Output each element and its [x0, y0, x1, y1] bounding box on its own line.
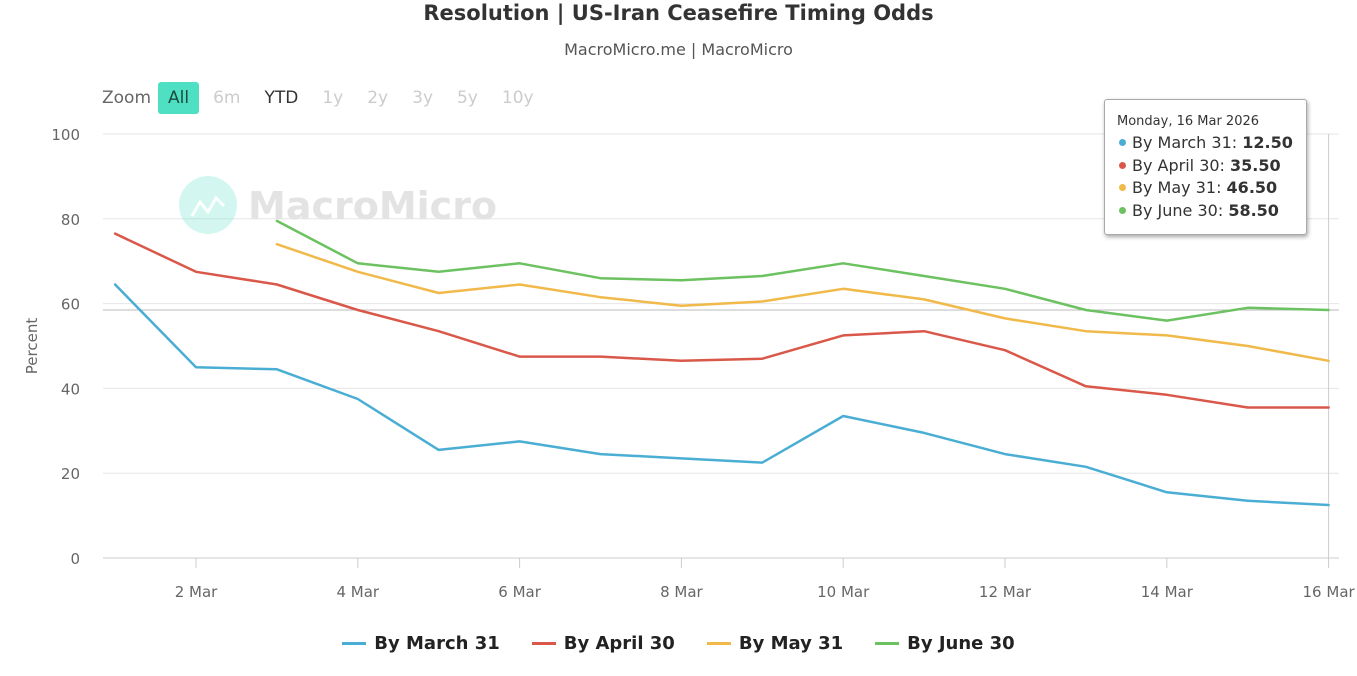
x-tick-label: 6 Mar	[498, 583, 541, 601]
y-tick-label: 60	[61, 296, 80, 314]
series-dot-icon	[1119, 161, 1126, 169]
y-axis-title: Percent	[23, 318, 41, 375]
tooltip-series-value: 58.50	[1228, 200, 1279, 220]
tooltip-row: By March 31: 12.50	[1117, 132, 1306, 155]
watermark: MacroMicro	[179, 176, 497, 234]
legend-label: By June 30	[907, 633, 1015, 654]
legend-line-icon	[875, 642, 900, 645]
x-tick-label: 10 Mar	[817, 583, 870, 601]
series-dot-icon	[1119, 184, 1126, 191]
tooltip-series-label: By May 31	[1132, 178, 1217, 197]
x-tick-label: 8 Mar	[660, 583, 703, 601]
zoom-2y-button[interactable]: 2y	[367, 88, 389, 108]
x-tick-label: 14 Mar	[1141, 583, 1194, 601]
axes: 0 20 40 60 80 100 2 Mar 4 Mar 6 Mar 8 Mar 10 Mar 12…	[51, 126, 1355, 601]
legend-item-by-april-30[interactable]: By April 30	[531, 633, 675, 654]
legend-label: By March 31	[374, 633, 500, 654]
x-tick-label: 2 Mar	[175, 583, 218, 601]
chart-title: Resolution | US-Iran Ceasefire Timing Od…	[423, 1, 934, 25]
data-tooltip: Monday, 16 Mar 2026 By March 31: 12.50 B…	[1104, 99, 1307, 235]
tooltip-series-label: By April 30	[1132, 155, 1220, 175]
chart-subtitle: MacroMicro.me | MacroMicro	[564, 40, 793, 59]
legend-line-icon	[342, 642, 367, 645]
y-tick-label: 40	[61, 380, 80, 398]
tooltip-row: By April 30: 35.50	[1117, 155, 1306, 178]
y-tick-label: 100	[51, 126, 80, 144]
zoom-all-button[interactable]: All	[158, 82, 200, 114]
tooltip-series-value: 35.50	[1230, 155, 1281, 175]
x-tick-label: 4 Mar	[336, 583, 379, 601]
y-tick-label: 0	[70, 550, 80, 568]
y-tick-label: 80	[61, 211, 80, 229]
x-tick-label: 16 Mar	[1303, 583, 1356, 601]
tooltip-series-value: 12.50	[1242, 133, 1293, 152]
zoom-selector: Zoom All 6m YTD 1y 2y 3y 5y 10y	[102, 82, 548, 114]
y-tick-label: 20	[61, 465, 80, 483]
x-tick-label: 12 Mar	[979, 583, 1032, 601]
legend-line-icon	[706, 642, 731, 645]
watermark-logo-line	[190, 195, 226, 217]
tooltip-series-label: By March 31	[1132, 133, 1232, 152]
legend-label: By May 31	[738, 633, 844, 654]
series-line-by-may-31	[275, 242, 1330, 363]
chart-legend: By March 31 By April 30 By May 31 By Jun…	[0, 633, 1357, 654]
tooltip-date: Monday, 16 Mar 2026	[1117, 114, 1260, 129]
tooltip-row: By May 31: 46.50	[1117, 177, 1306, 200]
series-lines	[113, 219, 1330, 507]
series-dot-icon	[1119, 139, 1126, 146]
zoom-10y-button[interactable]: 10y	[501, 88, 534, 108]
zoom-6m-button[interactable]: 6m	[213, 88, 241, 108]
series-line-by-april-30	[113, 232, 1330, 409]
zoom-5y-button[interactable]: 5y	[457, 88, 478, 108]
watermark-text: MacroMicro	[248, 184, 497, 228]
zoom-ytd-button[interactable]: YTD	[264, 88, 299, 108]
series-line-by-march-31	[113, 283, 1330, 507]
tooltip-series-label: By June 30	[1132, 200, 1218, 220]
legend-label: By April 30	[563, 633, 675, 654]
legend-line-icon	[531, 642, 556, 645]
tooltip-row: By June 30: 58.50	[1117, 200, 1306, 223]
tooltip-series-value: 46.50	[1226, 178, 1278, 197]
series-dot-icon	[1119, 206, 1126, 214]
zoom-3y-button[interactable]: 3y	[412, 88, 434, 108]
legend-item-by-march-31[interactable]: By March 31	[342, 633, 500, 654]
zoom-label: Zoom	[102, 88, 152, 108]
watermark-logo-icon	[179, 176, 237, 234]
legend-item-by-june-30[interactable]: By June 30	[875, 633, 1015, 654]
zoom-1y-button[interactable]: 1y	[322, 88, 344, 108]
series-line-by-june-30	[275, 219, 1330, 322]
legend-item-by-may-31[interactable]: By May 31	[706, 633, 844, 654]
